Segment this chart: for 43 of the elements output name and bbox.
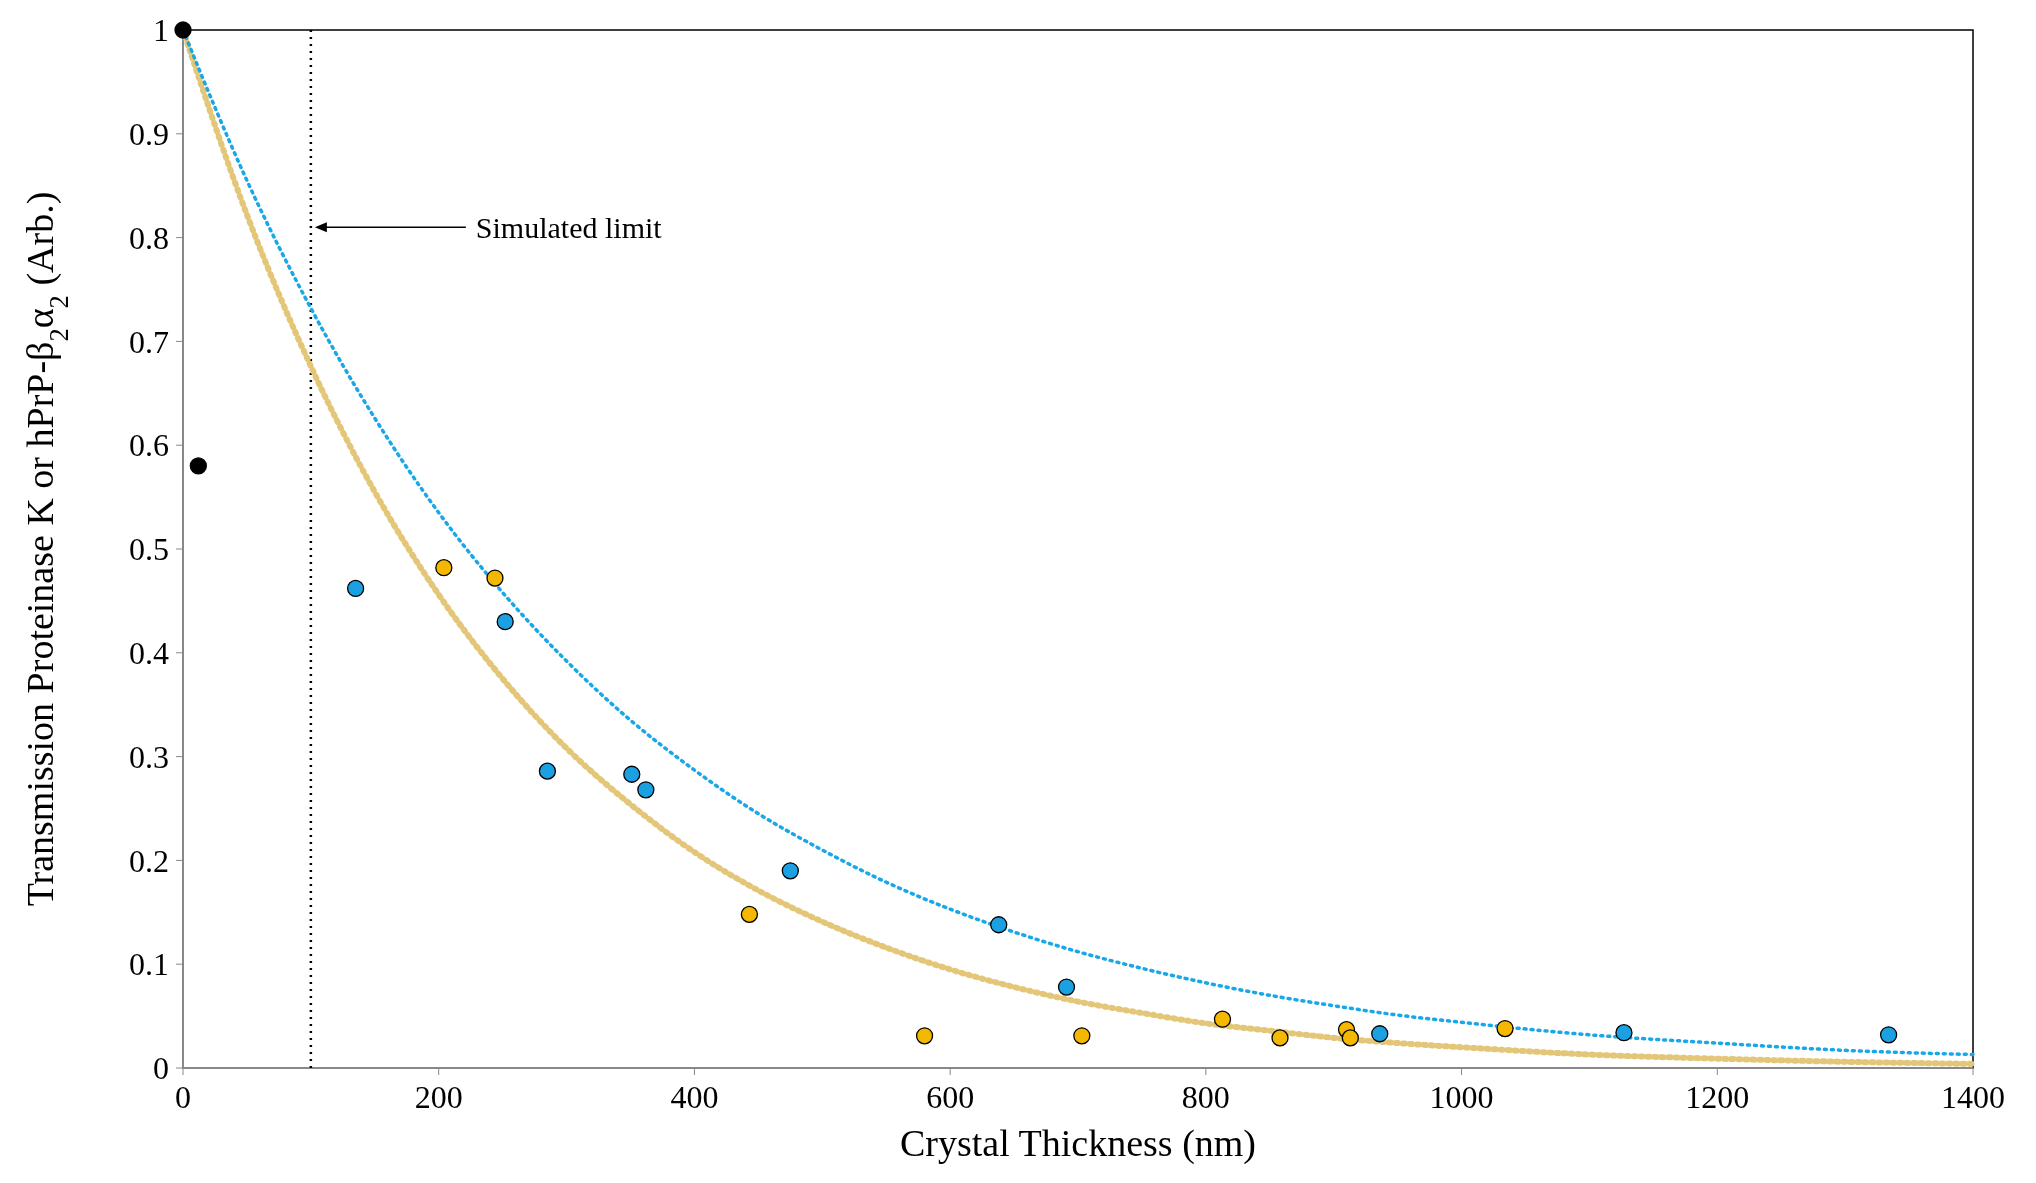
point <box>740 905 759 924</box>
point <box>496 613 514 631</box>
point <box>1057 978 1076 996</box>
y-tick-label: 0.9 <box>129 116 169 152</box>
y-tick-label: 0.6 <box>129 427 169 464</box>
y-tick-label: 0.5 <box>129 531 169 568</box>
x-tick-label: 800 <box>1181 1079 1230 1115</box>
point <box>781 862 799 880</box>
point <box>915 1027 934 1045</box>
y-tick-label: 0 <box>153 1050 169 1087</box>
point <box>623 765 641 783</box>
point <box>1615 1024 1633 1042</box>
y-tick-label: 0.2 <box>129 842 169 879</box>
point <box>174 21 192 39</box>
x-tick-label: 400 <box>670 1079 719 1115</box>
x-tick-label: 1000 <box>1429 1079 1494 1115</box>
point <box>1073 1027 1091 1045</box>
point <box>1341 1029 1359 1047</box>
x-tick-label: 0 <box>175 1079 191 1115</box>
point <box>1371 1025 1389 1043</box>
point <box>1496 1019 1514 1038</box>
y-tick-label: 0.8 <box>129 219 169 256</box>
y-tick-label: 0.4 <box>129 635 169 671</box>
point <box>538 762 557 780</box>
x-tick-label: 1400 <box>1941 1079 2005 1115</box>
point <box>346 579 365 598</box>
point <box>189 457 207 475</box>
point <box>637 781 655 799</box>
point <box>1879 1026 1898 1044</box>
point <box>435 559 453 577</box>
y-tick-label: 1 <box>153 12 169 49</box>
y-tick-label: 0.3 <box>129 738 169 775</box>
x-tick-label: 200 <box>414 1079 463 1115</box>
y-tick-label: 0.7 <box>129 323 169 360</box>
point <box>990 916 1008 934</box>
x-axis-title: Crystal Thickness (nm) <box>899 1122 1257 1165</box>
x-tick-label: 600 <box>926 1079 975 1115</box>
point <box>486 569 504 587</box>
point <box>1213 1010 1232 1028</box>
annotation: Simulated limit <box>475 210 663 244</box>
x-tick-label: 1200 <box>1685 1079 1750 1115</box>
point <box>1271 1029 1289 1047</box>
y-tick-label: 0.1 <box>129 946 169 983</box>
